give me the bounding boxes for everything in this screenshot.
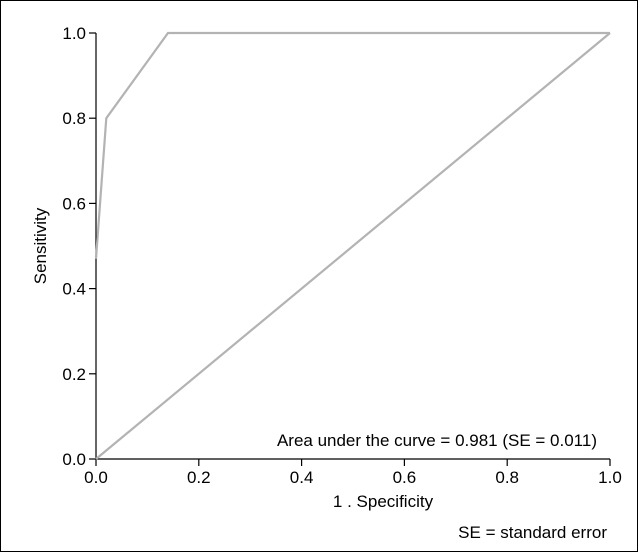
y-tick-label: 0.6	[62, 194, 86, 213]
x-tick-label: 0.8	[495, 468, 519, 487]
x-tick-label: 1.0	[598, 468, 622, 487]
series-layer	[94, 31, 611, 460]
reference-diagonal-line	[95, 32, 611, 460]
x-tick-label: 0.0	[84, 468, 108, 487]
y-tick-label: 0.4	[62, 280, 86, 299]
x-tick-label: 0.2	[187, 468, 211, 487]
se-footnote: SE = standard error	[458, 523, 607, 542]
roc-curve-line	[94, 31, 610, 259]
y-tick-label: 0.2	[62, 365, 86, 384]
y-tick-label: 0.0	[62, 450, 86, 469]
y-tick-label: 1.0	[62, 24, 86, 43]
x-tick-label: 0.4	[290, 468, 314, 487]
y-axis-title: Sensitivity	[31, 207, 50, 284]
auc-annotation: Area under the curve = 0.981 (SE = 0.011…	[277, 431, 597, 450]
x-tick-label: 0.6	[393, 468, 417, 487]
labels-layer: 0.0 0.2 0.4 0.6 0.8 1.0 0.0 0.2 0.4 0.6 0.8 1.0 1 . …	[31, 24, 622, 542]
y-tick-label: 0.8	[62, 109, 86, 128]
x-axis-title: 1 . Specificity	[333, 492, 434, 511]
